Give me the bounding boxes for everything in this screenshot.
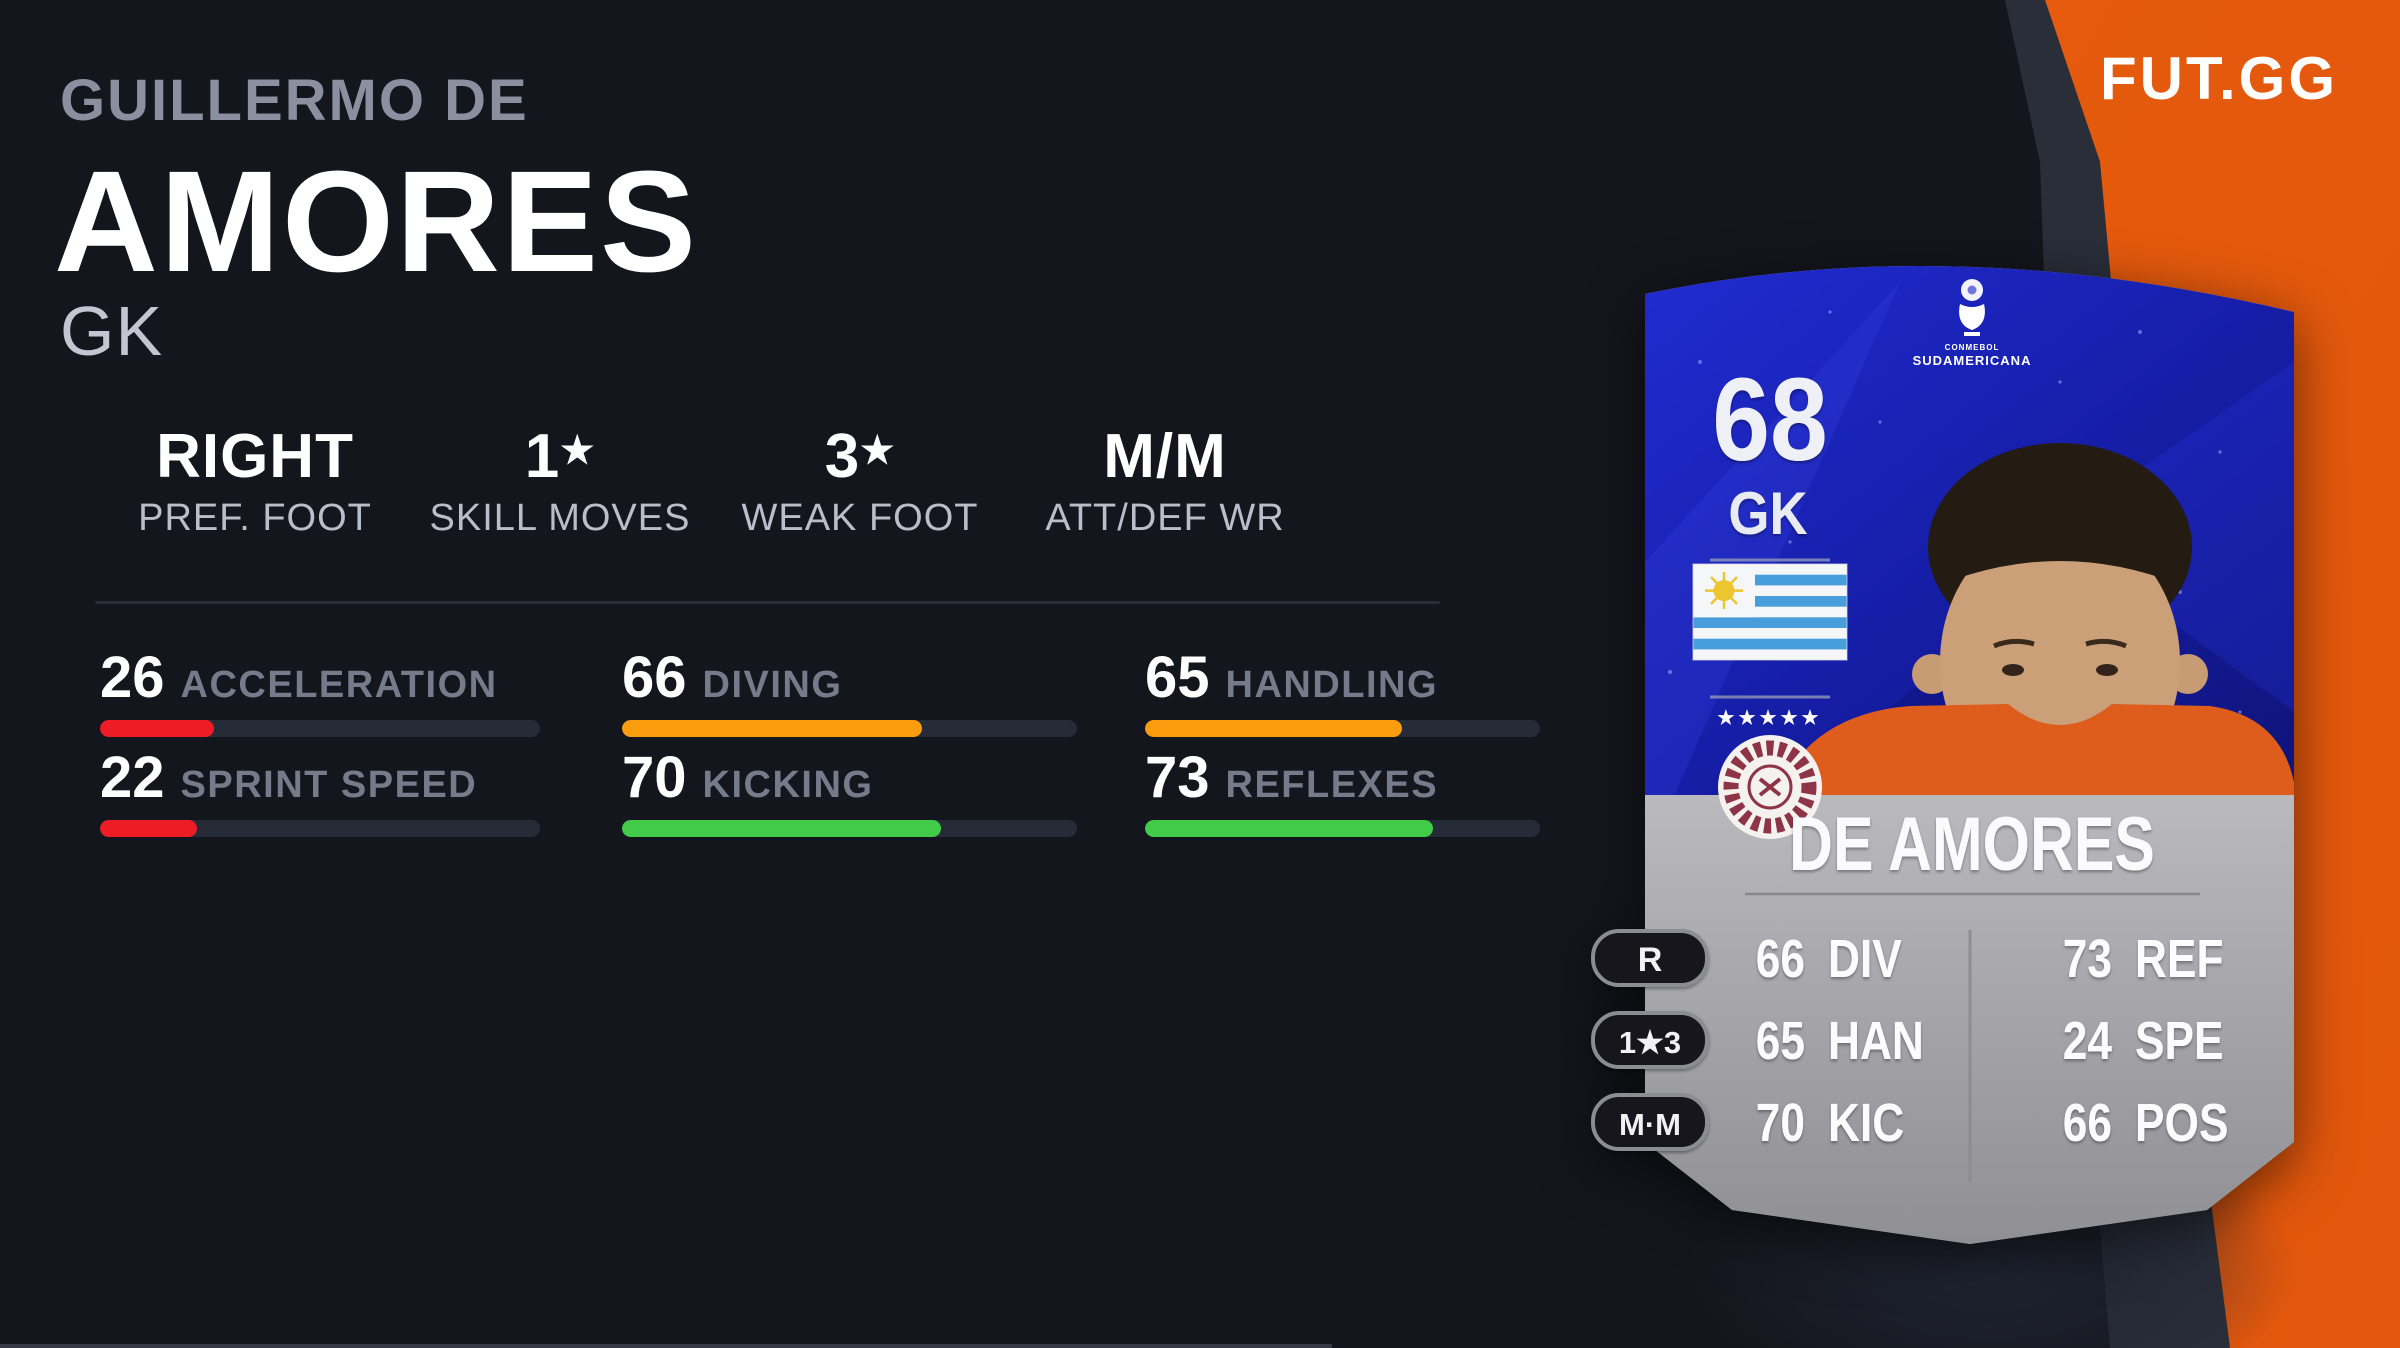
card-stat-value: 73 <box>2063 929 2112 989</box>
eyebrow <box>1993 638 2035 649</box>
eye <box>2002 664 2024 676</box>
card-stat-key: REF <box>2135 929 2224 989</box>
card-stat-value: 66 <box>2063 1093 2112 1153</box>
quickstat-text: RIGHT <box>156 422 354 491</box>
attr-acceleration: 26 ACCELERATION <box>100 645 540 737</box>
attr-bar-track <box>100 720 540 737</box>
attr-label: HANDLING <box>1225 664 1439 706</box>
section-divider <box>95 601 1440 604</box>
attr-label: REFLEXES <box>1225 764 1439 806</box>
attr-bar-fill <box>100 820 197 837</box>
attr-reflexes: 73 REFLEXES <box>1145 745 1540 837</box>
competition-small-label: CONMEBOL <box>1945 343 2000 352</box>
attr-bar-fill <box>1145 720 1402 737</box>
attr-sprint-speed: 22 SPRINT SPEED <box>100 745 540 837</box>
quickstat-value: M/M <box>1015 415 1315 493</box>
attr-kicking: 70 KICKING <box>622 745 1077 837</box>
player-last-name: AMORES <box>54 141 699 302</box>
rarity-pill: R <box>1591 929 1709 987</box>
card-stat-value: 24 <box>2063 1011 2113 1071</box>
futgg-logo: FUT.GG <box>2100 45 2338 112</box>
card-rating: 68 <box>1712 353 1827 486</box>
card-stat-key: HAN <box>1828 1011 1924 1071</box>
quickstat-text: M/M <box>1103 422 1227 491</box>
attr-bar-track <box>622 720 1077 737</box>
attr-bar-track <box>100 820 540 837</box>
card-position: GK <box>1728 480 1807 547</box>
uruguay-flag <box>1692 563 1848 661</box>
attr-value: 70 <box>622 745 687 810</box>
fut-player-card: CONMEBOL SUDAMERICANA 68 GK <box>1591 265 2294 1245</box>
quickstat-label: ATT/DEF WR <box>1045 497 1285 539</box>
attr-bar-fill <box>1145 820 1434 837</box>
card-stat-key: DIV <box>1828 929 1902 989</box>
quickstat-weak-foot: 3★ WEAK FOOT <box>710 415 1010 540</box>
workrate-pill: M·M <box>1591 1093 1709 1151</box>
quickstat-text: 1 <box>524 422 561 491</box>
bottom-edge-strip <box>0 1344 1332 1348</box>
hair-fringe <box>1942 487 2178 584</box>
attr-value: 22 <box>100 745 165 810</box>
star-icon: ★ <box>560 430 596 472</box>
pill-label: R <box>1638 941 1663 979</box>
skill-weakfoot-pill: 1★3 <box>1591 1011 1709 1069</box>
sudamericana-trophy-icon: CONMEBOL SUDAMERICANA <box>1913 279 2032 368</box>
quickstat-value: 3★ <box>710 415 1010 493</box>
quickstat-pref-foot: RIGHT PREF. FOOT <box>105 415 405 540</box>
competition-label: SUDAMERICANA <box>1913 353 2032 368</box>
card-stat-value: 70 <box>1756 1093 1805 1153</box>
attr-value: 66 <box>622 645 687 710</box>
attr-label: DIVING <box>702 664 843 706</box>
eye <box>2096 664 2118 676</box>
pill-label: 1★3 <box>1619 1025 1681 1060</box>
attr-bar-track <box>1145 820 1540 837</box>
quickstat-workrates: M/M ATT/DEF WR <box>1015 415 1315 540</box>
attr-diving: 66 DIVING <box>622 645 1077 737</box>
quickstat-text: 3 <box>824 422 861 491</box>
attr-bar-track <box>622 820 1077 837</box>
quickstat-label: PREF. FOOT <box>138 497 372 539</box>
player-photo <box>1775 443 2294 795</box>
player-first-name: GUILLERMO DE <box>60 68 529 133</box>
attr-bar-fill <box>622 720 923 737</box>
orange-jersey <box>1775 704 2294 795</box>
quickstat-label: SKILL MOVES <box>429 497 691 539</box>
attr-label: KICKING <box>702 764 874 806</box>
attr-bar-fill <box>622 820 941 837</box>
club-stars: ★★★★★ <box>1717 708 1822 729</box>
attr-value: 65 <box>1145 645 1210 710</box>
attr-bar-track <box>1145 720 1540 737</box>
attr-bar-fill <box>100 720 215 737</box>
quickstat-value: RIGHT <box>105 415 405 493</box>
card-stat-key: POS <box>2135 1093 2228 1153</box>
quickstat-value: 1★ <box>410 415 710 493</box>
quickstat-label: WEAK FOOT <box>741 497 979 539</box>
player-position: GK <box>60 292 164 370</box>
attr-label: SPRINT SPEED <box>180 764 478 806</box>
attr-value: 26 <box>100 645 165 710</box>
attr-value: 73 <box>1145 745 1210 810</box>
card-stat-key: SPE <box>2135 1011 2224 1071</box>
card-player-name: DE AMORES <box>1789 802 2155 887</box>
card-stat-value: 65 <box>1756 1011 1805 1071</box>
attr-label: ACCELERATION <box>180 664 498 706</box>
quickstat-skill-moves: 1★ SKILL MOVES <box>410 415 710 540</box>
eyebrow <box>2085 638 2127 649</box>
card-stat-key: KIC <box>1828 1093 1904 1153</box>
attr-handling: 65 HANDLING <box>1145 645 1540 737</box>
star-icon: ★ <box>860 430 896 472</box>
lanus-club-badge <box>1718 735 1822 839</box>
pill-label: M·M <box>1619 1107 1681 1142</box>
card-stat-value: 66 <box>1756 929 1805 989</box>
